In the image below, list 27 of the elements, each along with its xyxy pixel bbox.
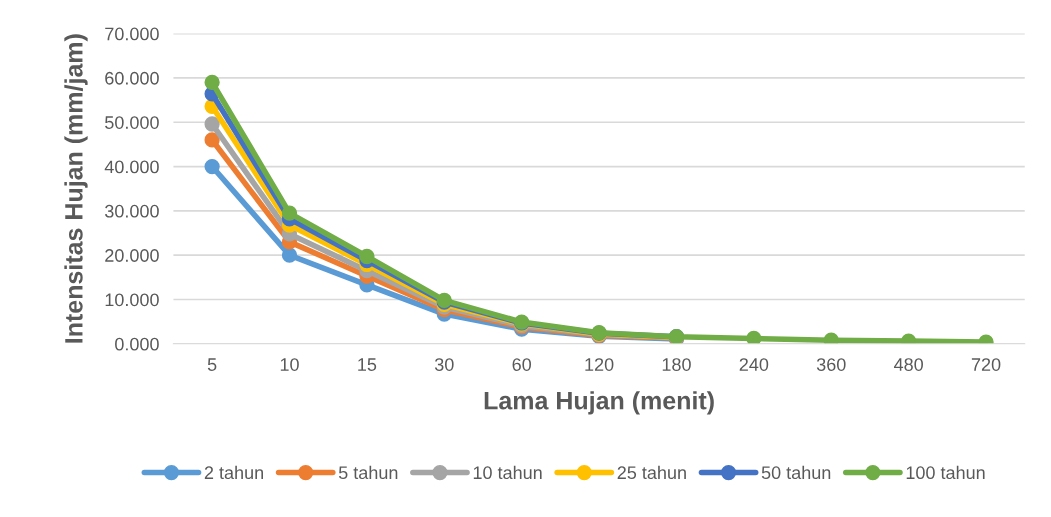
x-tick-label: 720 bbox=[971, 358, 1001, 371]
x-tick-label: 360 bbox=[816, 358, 846, 371]
legend-label: 50 tahun bbox=[761, 465, 831, 480]
x-tick-label: 10 bbox=[280, 358, 299, 371]
y-tick-label: 50.000 bbox=[105, 116, 159, 129]
y-tick-label: 60.000 bbox=[105, 71, 159, 85]
x-axis-title: Lama Hujan (menit) bbox=[484, 391, 714, 415]
legend-label: 2 tahun bbox=[204, 465, 263, 480]
y-tick-label: 0.000 bbox=[115, 337, 159, 351]
x-tick-label: 60 bbox=[512, 358, 532, 371]
x-tick-label: 5 bbox=[207, 358, 217, 371]
legend-label: 10 tahun bbox=[473, 465, 542, 480]
y-tick-label: 10.000 bbox=[105, 293, 159, 307]
y-tick-label: 70.000 bbox=[105, 27, 159, 41]
x-tick-label: 15 bbox=[358, 358, 377, 371]
x-tick-label: 120 bbox=[585, 358, 614, 371]
y-tick-label: 40.000 bbox=[104, 160, 159, 174]
x-tick-label: 180 bbox=[662, 358, 691, 371]
y-tick-label: 20.000 bbox=[105, 249, 159, 262]
legend-label: 100 tahun bbox=[906, 465, 985, 480]
legend-label: 5 tahun bbox=[338, 465, 398, 480]
x-tick-label: 240 bbox=[739, 358, 769, 371]
y-axis-title: Intensitas Hujan (mm/jam) bbox=[64, 34, 88, 343]
y-tick-label: 30.000 bbox=[105, 204, 159, 218]
legend-label: 25 tahun bbox=[617, 465, 686, 480]
x-tick-label: 480 bbox=[893, 358, 923, 371]
x-tick-label: 30 bbox=[434, 358, 454, 371]
